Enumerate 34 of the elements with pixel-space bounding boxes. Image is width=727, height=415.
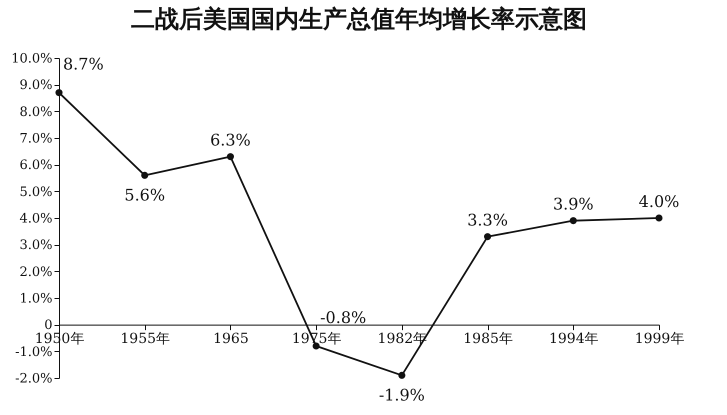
data-label: 3.9% [552,194,594,214]
data-label: 6.3% [210,130,251,150]
point [655,214,663,222]
x-tick-label: 1955年 [120,331,170,348]
point [484,233,492,240]
y-tick-label: 5.0% [19,184,52,200]
point [55,89,63,96]
point [226,153,234,160]
x-tick-label: 1994年 [548,331,599,348]
y-tick-label: 2.0% [19,264,52,280]
y-tick-label: 6.0% [19,158,52,174]
y-tick-label: 4.0% [19,212,52,226]
data-label: 8.7% [63,54,104,74]
y-tick-label: 1.0% [19,292,52,306]
data-label: -0.8% [320,308,366,327]
data-label: -1.9% [378,385,425,404]
data-label: 4.0% [638,192,680,211]
data-label: 5.6% [124,185,166,204]
y-tick-label: -1.0% [15,344,52,360]
y-tick-label: -2.0% [15,372,52,386]
data-label: 3.3% [467,210,508,230]
chart-title: 二战后美国国内生产总值年均增长率示意图 [131,4,587,33]
x-tick-label: 1965 [213,331,249,348]
y-tick-label: 8.0% [19,104,52,120]
point [398,372,406,379]
x-tick-label: 1999年 [634,331,684,348]
y-tick-label: 3.0% [19,238,52,254]
y-tick-label: 10.0% [11,52,52,66]
y-tick-label: 7.0% [19,132,52,146]
x-tick-label: 1985年 [463,331,513,348]
point [570,217,577,224]
point [141,172,148,179]
y-tick-label: 0 [44,318,52,334]
y-tick-label: 9.0% [19,78,52,94]
